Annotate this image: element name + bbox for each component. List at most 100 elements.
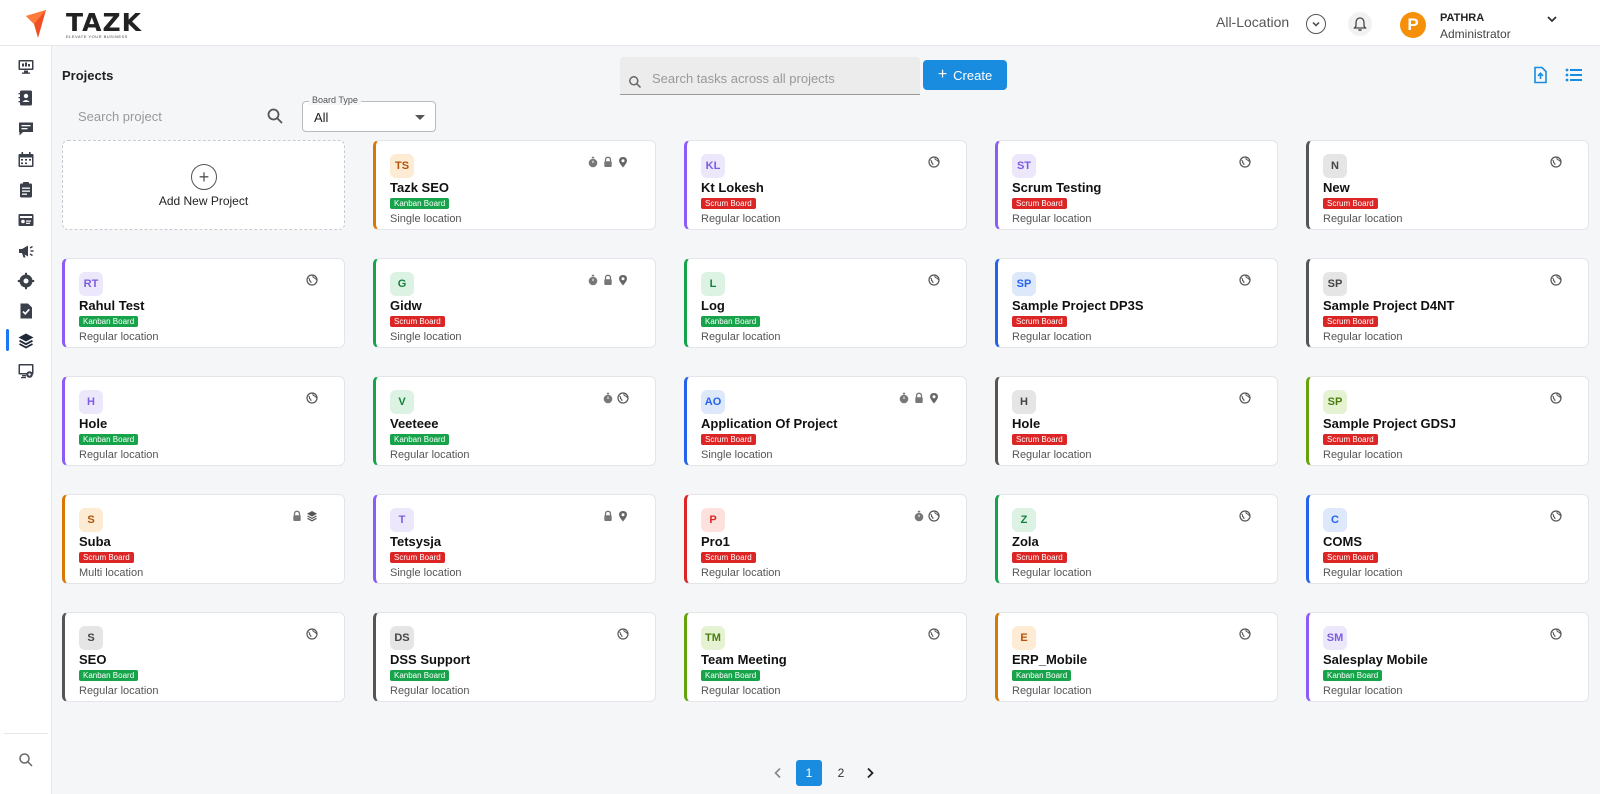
project-location: Regular location <box>79 449 159 461</box>
project-card[interactable]: SP Sample Project D4NT Scrum Board Regular … <box>1306 258 1589 348</box>
globe-icon <box>1239 510 1251 522</box>
project-name: Veeteee <box>390 416 439 431</box>
sidebar-item-clipboard[interactable] <box>14 178 38 202</box>
project-name: Sample Project GDSJ <box>1323 416 1456 431</box>
project-status-icons <box>1239 391 1251 405</box>
lock-icon <box>604 274 612 285</box>
project-card[interactable]: TS Tazk SEO Kanban Board Single location <box>373 140 656 230</box>
project-location: Regular location <box>390 449 470 461</box>
project-location: Regular location <box>1323 331 1403 343</box>
project-card[interactable]: N New Scrum Board Regular location <box>1306 140 1589 230</box>
sidebar-item-id-card[interactable] <box>14 208 38 232</box>
search-icon[interactable] <box>266 107 284 125</box>
avatar[interactable]: P <box>1400 12 1426 38</box>
project-card[interactable]: C COMS Scrum Board Regular location <box>1306 494 1589 584</box>
sidebar-item-monitor[interactable] <box>14 55 38 79</box>
project-name: New <box>1323 180 1350 195</box>
project-card[interactable]: SP Sample Project DP3S Scrum Board Regular … <box>995 258 1278 348</box>
project-card[interactable]: V Veeteee Kanban Board Regular location <box>373 376 656 466</box>
project-card[interactable]: AO Application Of Project Scrum Board Singl… <box>684 376 967 466</box>
location-dropdown-button[interactable] <box>1306 14 1326 34</box>
project-status-icons <box>1550 273 1562 287</box>
project-card[interactable]: Z Zola Scrum Board Regular location <box>995 494 1278 584</box>
task-search-input[interactable] <box>620 57 920 95</box>
sidebar-item-task-check[interactable] <box>14 299 38 323</box>
project-status-icons <box>1550 391 1562 405</box>
sidebar-item-layers[interactable] <box>14 329 38 353</box>
task-search <box>620 57 920 95</box>
project-initials-badge: L <box>701 272 725 296</box>
project-card[interactable]: E ERP_Mobile Kanban Board Regular location <box>995 612 1278 702</box>
board-type-label: Board Type <box>309 95 361 105</box>
pin-icon <box>619 157 627 168</box>
list-view-icon[interactable] <box>1565 67 1583 83</box>
project-location: Regular location <box>1012 449 1092 461</box>
project-card[interactable]: KL Kt Lokesh Scrum Board Regular location <box>684 140 967 230</box>
sidebar-search-button[interactable] <box>14 748 38 772</box>
board-type-tag: Scrum Board <box>1012 434 1067 445</box>
board-type-tag: Kanban Board <box>79 316 139 327</box>
project-card[interactable]: S Suba Scrum Board Multi location <box>62 494 345 584</box>
sidebar-item-calendar[interactable] <box>14 148 38 172</box>
project-name: Rahul Test <box>79 298 145 313</box>
board-type-tag: Scrum Board <box>1012 198 1067 209</box>
sidebar-divider <box>4 733 48 734</box>
project-initials-badge: TM <box>701 626 725 650</box>
board-type-tag: Kanban Board <box>390 670 450 681</box>
project-card[interactable]: TM Team Meeting Kanban Board Regular locati… <box>684 612 967 702</box>
board-type-tag: Scrum Board <box>1323 316 1378 327</box>
search-icon <box>19 753 33 767</box>
project-search <box>62 100 290 132</box>
sidebar-item-contacts[interactable] <box>14 86 38 110</box>
screen-settings-icon <box>18 364 34 379</box>
project-card[interactable]: ST Scrum Testing Scrum Board Regular locati… <box>995 140 1278 230</box>
project-card[interactable]: P Pro1 Scrum Board Regular location <box>684 494 967 584</box>
app-logo[interactable]: TAZK ELEVATE YOUR BUSINESS <box>24 8 144 40</box>
project-card[interactable]: G Gidw Scrum Board Single location <box>373 258 656 348</box>
project-card[interactable]: RT Rahul Test Kanban Board Regular location <box>62 258 345 348</box>
sidebar-item-chat[interactable] <box>14 117 38 141</box>
project-card[interactable]: H Hole Kanban Board Regular location <box>62 376 345 466</box>
add-new-project-card[interactable]: + Add New Project <box>62 140 345 230</box>
project-status-icons <box>898 391 940 405</box>
board-type-tag: Kanban Board <box>79 434 139 445</box>
user-name: PATHRA <box>1440 12 1485 24</box>
plus-icon: + <box>937 66 948 83</box>
project-card[interactable]: S SEO Kanban Board Regular location <box>62 612 345 702</box>
user-menu-chevron-icon[interactable] <box>1545 12 1559 26</box>
project-card[interactable]: SM Salesplay Mobile Kanban Board Regular lo… <box>1306 612 1589 702</box>
project-grid: + Add New Project TS Tazk SEO Kanban Board… <box>62 140 1589 704</box>
project-location: Regular location <box>79 685 159 697</box>
page-button-2[interactable]: 2 <box>837 766 845 780</box>
create-button[interactable]: + Create <box>923 60 1007 90</box>
board-type-tag: Scrum Board <box>701 434 756 445</box>
project-search-input[interactable] <box>62 100 290 132</box>
bell-icon <box>1353 17 1367 31</box>
board-type-tag: Kanban Board <box>390 198 450 209</box>
project-card[interactable]: DS DSS Support Kanban Board Regular locatio… <box>373 612 656 702</box>
project-initials-badge: G <box>390 272 414 296</box>
upload-icon[interactable] <box>1531 66 1549 84</box>
project-name: Application Of Project <box>701 416 838 431</box>
board-type-tag: Scrum Board <box>1012 316 1067 327</box>
notifications-button[interactable] <box>1348 12 1372 36</box>
project-initials-badge: N <box>1323 154 1347 178</box>
page-button-1[interactable]: 1 <box>796 760 822 786</box>
sidebar-item-megaphone[interactable] <box>14 239 38 263</box>
globe-icon <box>1550 274 1562 286</box>
project-card[interactable]: L Log Kanban Board Regular location <box>684 258 967 348</box>
project-card[interactable]: SP Sample Project GDSJ Scrum Board Regular … <box>1306 376 1589 466</box>
logo-text: TAZK <box>66 8 142 37</box>
sidebar-item-screen-settings[interactable] <box>14 359 38 383</box>
prev-page-button[interactable] <box>768 760 788 786</box>
board-type-tag: Kanban Board <box>701 670 761 681</box>
board-type-tag: Kanban Board <box>1012 670 1072 681</box>
project-name: Log <box>701 298 725 313</box>
project-card[interactable]: H Hole Scrum Board Regular location <box>995 376 1278 466</box>
board-type-select[interactable]: Board Type All <box>302 95 436 132</box>
sidebar-item-tools[interactable] <box>14 269 38 293</box>
board-type-tag: Kanban Board <box>1323 670 1383 681</box>
next-page-button[interactable] <box>860 760 880 786</box>
project-card[interactable]: T Tetsysja Scrum Board Single location <box>373 494 656 584</box>
project-name: Zola <box>1012 534 1039 549</box>
